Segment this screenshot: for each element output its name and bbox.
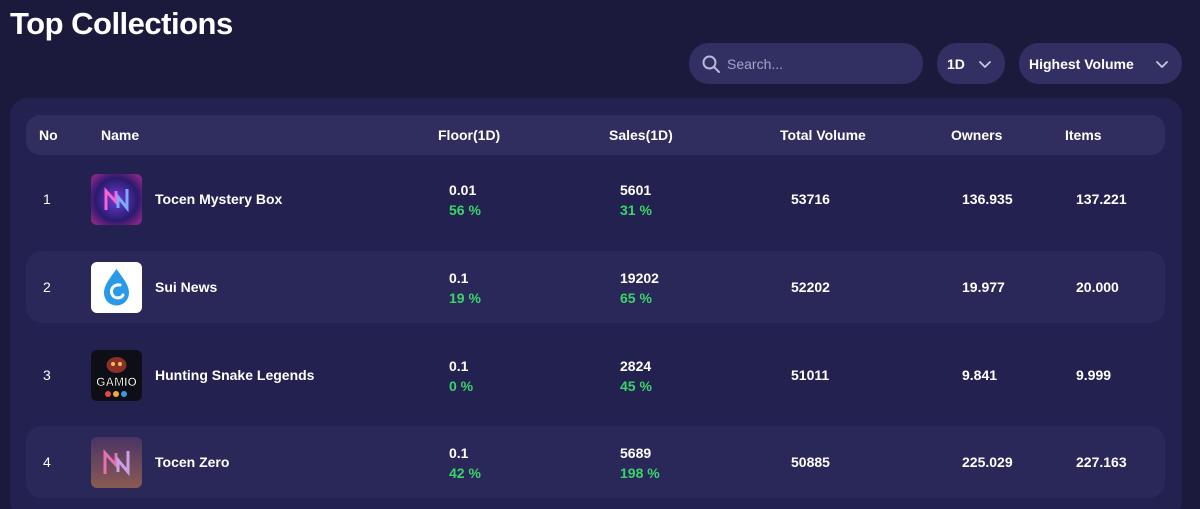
items-count: 227.163 <box>1076 454 1127 470</box>
header-sales[interactable]: Sales(1D) <box>609 127 673 143</box>
items-count: 20.000 <box>1076 279 1119 295</box>
chevron-down-icon <box>979 60 991 68</box>
total-volume: 53716 <box>791 191 830 207</box>
owners-count: 136.935 <box>962 191 1013 207</box>
floor-value: 0.1 <box>449 445 469 461</box>
collection-thumbnail[interactable] <box>91 262 142 313</box>
sales-cell: 5689 198 % <box>620 443 660 483</box>
table-header: No Name Floor(1D) Sales(1D) Total Volume… <box>26 115 1165 155</box>
items-count: 9.999 <box>1076 367 1112 383</box>
search-box[interactable] <box>689 43 923 84</box>
total-volume: 51011 <box>791 367 830 383</box>
sales-value: 2824 <box>620 358 652 374</box>
floor-cell: 0.01 56 % <box>449 180 481 220</box>
collection-name[interactable]: Tocen Zero <box>155 454 230 470</box>
floor-change: 56 % <box>449 202 481 218</box>
sales-cell: 2824 45 % <box>620 356 652 396</box>
sales-value: 5601 <box>620 182 652 198</box>
sales-cell: 19202 65 % <box>620 268 659 308</box>
header-owners[interactable]: Owners <box>951 127 1003 143</box>
owners-count: 9.841 <box>962 367 998 383</box>
table-row[interactable]: 4 Tocen Zero 0.1 42 % <box>26 426 1165 498</box>
table-row[interactable]: 3 GAMIO Hunting Snake Legends 0.1 0 % <box>26 339 1165 411</box>
total-volume: 52202 <box>791 279 830 295</box>
floor-cell: 0.1 19 % <box>449 268 481 308</box>
sales-change: 31 % <box>620 202 652 218</box>
period-dropdown[interactable]: 1D <box>937 43 1005 84</box>
collection-thumbnail[interactable]: GAMIO <box>91 350 142 401</box>
collection-thumbnail[interactable] <box>91 437 142 488</box>
row-number: 3 <box>43 367 51 383</box>
chevron-down-icon <box>1156 60 1168 68</box>
floor-change: 42 % <box>449 465 481 481</box>
row-number: 1 <box>43 191 51 207</box>
collection-name[interactable]: Hunting Snake Legends <box>155 367 315 383</box>
header-items[interactable]: Items <box>1065 127 1102 143</box>
collection-name[interactable]: Sui News <box>155 279 218 295</box>
search-icon <box>702 55 720 73</box>
items-count: 137.221 <box>1076 191 1127 207</box>
sales-value: 19202 <box>620 270 659 286</box>
floor-value: 0.1 <box>449 270 469 286</box>
table-row[interactable]: 2 Sui News 0.1 19 % 19202 65 % 52202 19.… <box>26 251 1165 323</box>
row-number: 4 <box>43 454 51 470</box>
header-name: Name <box>101 127 140 143</box>
page-title: Top Collections <box>10 6 233 41</box>
controls-bar: 1D Highest Volume <box>689 43 1182 84</box>
floor-change: 0 % <box>449 378 474 394</box>
total-volume: 50885 <box>791 454 830 470</box>
header-total-volume[interactable]: Total Volume <box>780 127 866 143</box>
owners-count: 225.029 <box>962 454 1013 470</box>
search-input[interactable] <box>727 55 917 72</box>
sort-dropdown[interactable]: Highest Volume <box>1019 43 1182 84</box>
sort-dropdown-label: Highest Volume <box>1029 55 1134 72</box>
gamio-logo-text: GAMIO <box>96 375 137 389</box>
owners-count: 19.977 <box>962 279 1005 295</box>
sales-change: 45 % <box>620 378 652 394</box>
floor-value: 0.1 <box>449 358 469 374</box>
sales-value: 5689 <box>620 445 652 461</box>
floor-cell: 0.1 0 % <box>449 356 473 396</box>
collection-thumbnail[interactable] <box>91 174 142 225</box>
floor-cell: 0.1 42 % <box>449 443 481 483</box>
period-dropdown-label: 1D <box>947 55 965 72</box>
header-no: No <box>39 127 58 143</box>
sales-change: 198 % <box>620 465 660 481</box>
collections-table: No Name Floor(1D) Sales(1D) Total Volume… <box>10 98 1182 509</box>
floor-value: 0.01 <box>449 182 477 198</box>
sales-change: 65 % <box>620 290 652 306</box>
header-floor[interactable]: Floor(1D) <box>438 127 501 143</box>
sales-cell: 5601 31 % <box>620 180 652 220</box>
table-row[interactable]: 1 Tocen Mystery Box 0 <box>26 163 1165 235</box>
floor-change: 19 % <box>449 290 481 306</box>
row-number: 2 <box>43 279 51 295</box>
collection-name[interactable]: Tocen Mystery Box <box>155 191 283 207</box>
